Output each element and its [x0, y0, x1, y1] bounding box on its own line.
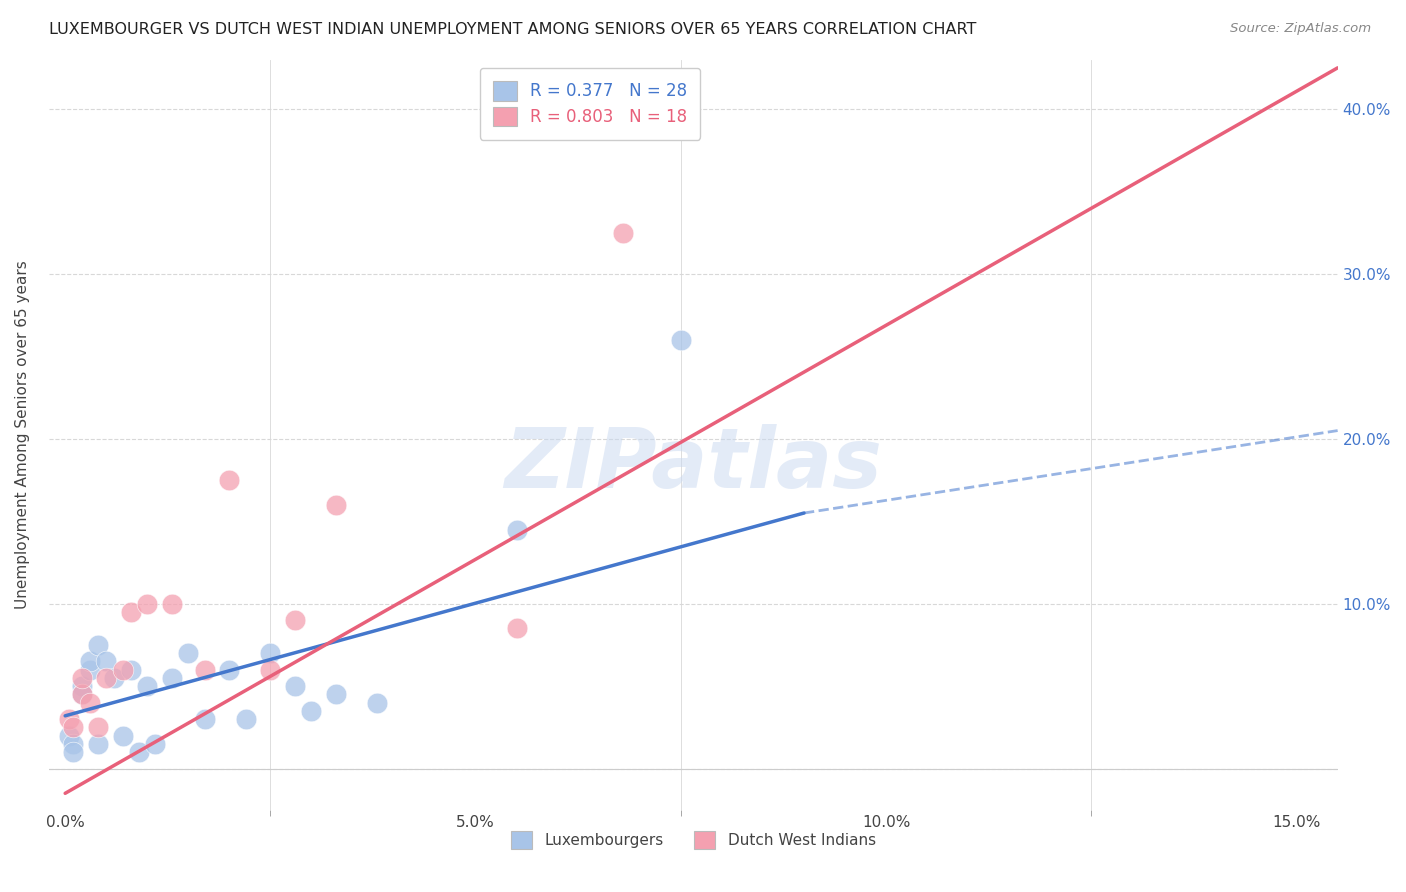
Text: Source: ZipAtlas.com: Source: ZipAtlas.com	[1230, 22, 1371, 36]
Point	[103, 671, 125, 685]
Point	[62, 745, 84, 759]
Point	[70, 671, 93, 685]
Point	[58, 729, 80, 743]
Point	[70, 679, 93, 693]
Point	[87, 737, 110, 751]
Point	[128, 745, 150, 759]
Point	[177, 646, 200, 660]
Text: ZIPatlas: ZIPatlas	[505, 425, 882, 505]
Point	[120, 605, 142, 619]
Point	[87, 720, 110, 734]
Point	[96, 654, 118, 668]
Point	[120, 663, 142, 677]
Point	[79, 696, 101, 710]
Point	[284, 613, 307, 627]
Y-axis label: Unemployment Among Seniors over 65 years: Unemployment Among Seniors over 65 years	[15, 260, 30, 609]
Point	[111, 729, 134, 743]
Point	[505, 622, 527, 636]
Point	[325, 687, 347, 701]
Point	[505, 523, 527, 537]
Legend: Luxembourgers, Dutch West Indians: Luxembourgers, Dutch West Indians	[505, 825, 882, 855]
Point	[79, 663, 101, 677]
Point	[70, 687, 93, 701]
Point	[58, 712, 80, 726]
Text: LUXEMBOURGER VS DUTCH WEST INDIAN UNEMPLOYMENT AMONG SENIORS OVER 65 YEARS CORRE: LUXEMBOURGER VS DUTCH WEST INDIAN UNEMPL…	[49, 22, 977, 37]
Point	[79, 654, 101, 668]
Point	[259, 663, 281, 677]
Point	[136, 679, 159, 693]
Point	[160, 597, 183, 611]
Point	[325, 498, 347, 512]
Point	[96, 671, 118, 685]
Point	[218, 663, 240, 677]
Point	[284, 679, 307, 693]
Point	[669, 333, 692, 347]
Point	[136, 597, 159, 611]
Point	[259, 646, 281, 660]
Point	[612, 226, 634, 240]
Point	[194, 663, 217, 677]
Point	[62, 720, 84, 734]
Point	[145, 737, 167, 751]
Point	[194, 712, 217, 726]
Point	[366, 696, 388, 710]
Point	[235, 712, 257, 726]
Point	[301, 704, 323, 718]
Point	[62, 737, 84, 751]
Point	[160, 671, 183, 685]
Point	[87, 638, 110, 652]
Point	[218, 473, 240, 487]
Point	[111, 663, 134, 677]
Point	[70, 687, 93, 701]
